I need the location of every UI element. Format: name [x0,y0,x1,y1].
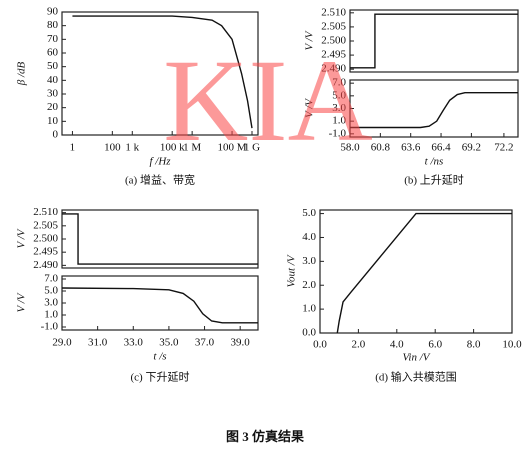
y-tick-label: 2.490 [321,63,346,75]
y-axis-label: V /V [304,30,316,50]
y-tick-label: 2.510 [321,6,346,18]
y-tick-label: 40 [47,74,59,86]
y-tick-label: 1.0 [302,303,316,315]
plot-frame [319,209,513,334]
x-tick-label: 72.2 [494,142,513,154]
x-axis-label: t /ns [425,156,444,168]
x-axis-label: t /s [153,351,166,363]
y-axis-label: V /V [16,228,28,248]
y-tick-label: 3.0 [302,255,316,267]
y-tick-label: 1.0 [44,309,58,321]
x-tick-label: 1 G [244,142,260,154]
x-tick-label: 4.0 [390,339,404,351]
y-tick-label: 2.495 [33,246,58,258]
panel-caption: (b) 上升延时 [404,174,464,187]
x-tick-label: 37.0 [195,337,215,349]
y-tick-label: 2.505 [33,219,58,231]
y-axis-label: Vout /V [286,254,298,287]
panel-caption: (c) 下升延时 [131,371,190,384]
y-tick-label: 20 [47,101,59,113]
x-tick-label: 6.0 [428,339,442,351]
watermark: KIA [163,35,373,166]
x-tick-label: 35.0 [159,337,179,349]
y-tick-label: 7.0 [44,273,58,285]
data-line [61,287,258,324]
y-axis-label: V /V [304,98,316,118]
y-tick-label: 2.0 [302,279,316,291]
x-tick-label: 2.0 [352,339,366,351]
y-tick-label: 2.490 [33,259,58,271]
y-tick-label: 5.0 [44,285,58,297]
x-tick-label: 58.0 [340,142,360,154]
x-tick-label: 8.0 [467,339,481,351]
y-axis-label: β /dB [16,61,28,86]
data-line [72,15,253,129]
x-tick-label: 66.4 [431,142,451,154]
y-tick-label: 2.510 [33,206,58,218]
y-tick-label: 10 [47,115,59,127]
data-line [350,13,518,69]
x-tick-label: 33.0 [124,337,144,349]
plot-frame [61,275,259,331]
y-tick-label: 0.0 [302,327,316,339]
y-tick-label: -1.0 [329,127,347,139]
y-tick-label: 90 [47,6,59,18]
x-tick-label: 31.0 [88,337,108,349]
x-tick-label: 1 k [125,142,139,154]
y-tick-label: 4.0 [302,231,316,243]
y-tick-label: 5.0 [302,207,316,219]
y-tick-label: 2.505 [321,20,346,32]
data-line [336,212,512,334]
y-tick-label: 5.0 [332,89,346,101]
plot-frame [61,11,259,136]
y-axis-label: V /V [16,292,28,312]
y-tick-label: 3.0 [44,297,58,309]
y-tick-label: 0 [53,129,59,141]
y-tick-label: 2.495 [321,49,346,61]
panel-caption: (d) 输入共模范围 [375,370,457,384]
y-tick-label: -1.0 [41,321,59,333]
x-tick-label: 29.0 [52,337,72,349]
x-tick-label: 1 M [183,142,201,154]
data-line [350,91,518,129]
x-tick-label: 100 M [218,142,247,154]
y-tick-label: 70 [47,33,59,45]
x-tick-label: 63.6 [401,142,421,154]
data-line [62,213,258,265]
y-tick-label: 1.0 [332,115,346,127]
x-axis-label: Vin /V [403,352,431,364]
y-tick-label: 2.500 [321,35,346,47]
y-tick-label: 60 [47,47,59,59]
plot-frame [349,79,519,138]
x-tick-label: 10.0 [502,339,522,351]
y-tick-label: 80 [47,19,59,31]
x-tick-label: 69.2 [462,142,481,154]
x-tick-label: 60.8 [371,142,391,154]
y-tick-label: 3.0 [332,102,346,114]
y-tick-label: 7.0 [332,77,346,89]
panel-caption: (a) 增益、带宽 [125,173,195,187]
x-axis-label: f /Hz [149,156,171,168]
x-tick-label: 39.0 [231,337,251,349]
y-tick-label: 30 [47,88,59,100]
x-tick-label: 1 [70,142,76,154]
x-tick-label: 100 k [160,142,185,154]
plot-frame [61,209,259,269]
y-tick-label: 2.500 [33,233,58,245]
x-tick-label: 100 [104,142,121,154]
y-tick-label: 50 [47,60,59,72]
figure-caption: 图 3 仿真结果 [226,429,304,444]
x-tick-label: 0.0 [313,339,327,351]
